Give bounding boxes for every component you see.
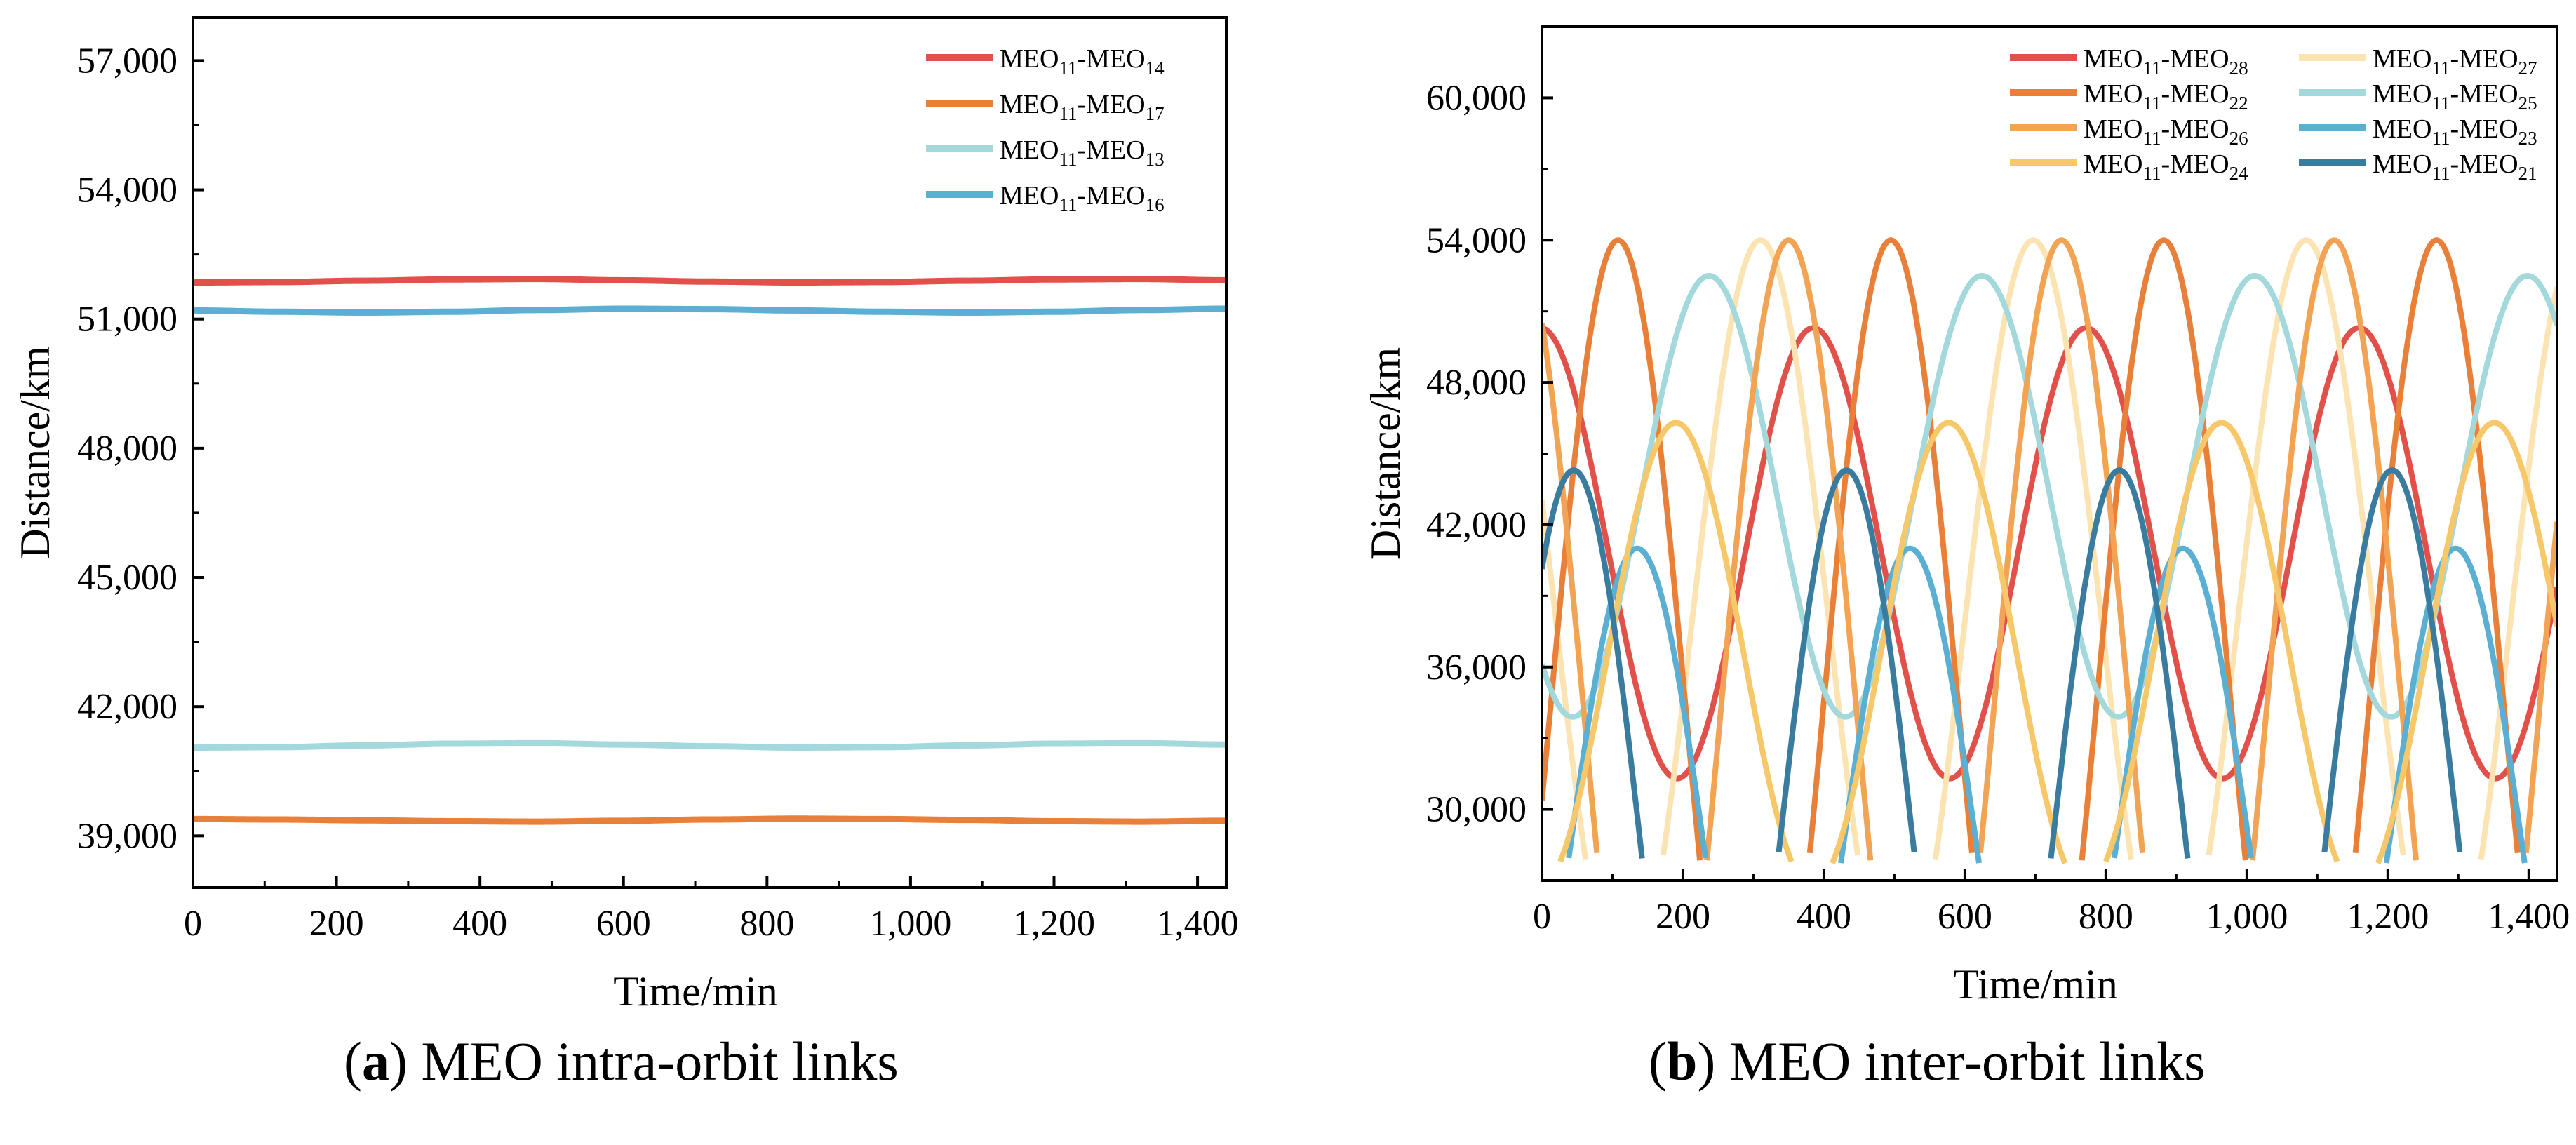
x-tick-label: 1,200 [2347, 897, 2429, 937]
caption-a-letter: a [361, 1031, 389, 1092]
y-axis-label: Distance/km [12, 346, 58, 558]
legend-label: MEO11-MEO14 [1000, 44, 1165, 79]
y-tick-label: 48,000 [1426, 363, 1527, 403]
y-tick-label: 54,000 [77, 170, 177, 210]
y-tick-label: 51,000 [77, 300, 177, 340]
caption-b: (b) MEO inter-orbit links [1649, 1031, 2206, 1092]
y-tick-label: 42,000 [77, 687, 177, 727]
plot-frame [192, 16, 1228, 889]
x-tick-label: 1,400 [1157, 904, 1239, 944]
x-tick-label: 200 [309, 904, 364, 944]
y-tick-label: 45,000 [77, 558, 177, 598]
x-tick-label: 800 [739, 904, 794, 944]
chart-panel-a: 0 200 400 600 800 1,000 1,200 1,400 39,000 42,000… [12, 16, 1239, 1015]
y-axis-label: Distance/km [1362, 347, 1409, 560]
series-line-MEO11-MEO16 [193, 305, 1226, 316]
y-tick-label: 48,000 [77, 429, 177, 469]
x-tick-label: 1,400 [2488, 897, 2570, 937]
series-line-MEO11-MEO24 [1557, 420, 2557, 864]
series-line-MEO11-MEO25 [1542, 273, 2557, 720]
x-tick-label: 1,000 [869, 904, 951, 944]
x-tick-label: 400 [452, 904, 507, 944]
caption-a: (a) MEO intra-orbit links [344, 1031, 899, 1092]
legend-label: MEO11-MEO16 [1000, 181, 1165, 215]
x-tick-label: 1,200 [1013, 904, 1095, 944]
x-tick-label: 0 [1533, 897, 1551, 937]
legend: MEO11-MEO14 MEO11-MEO17 MEO11-MEO13 MEO11-M… [926, 44, 1165, 215]
x-axis: 0 200 400 600 800 1,000 1,200 1,400 [1533, 869, 2570, 937]
series-lines [1542, 237, 2557, 864]
legend-label: MEO11-MEO24 [2084, 149, 2248, 184]
y-tick-label: 42,000 [1426, 505, 1527, 545]
y-tick-label: 57,000 [77, 41, 177, 81]
legend-label: MEO11-MEO21 [2373, 149, 2537, 184]
legend-label: MEO11-MEO13 [1000, 135, 1165, 170]
x-tick-label: 800 [2079, 897, 2133, 937]
caption-a-text: MEO intra-orbit links [407, 1031, 899, 1092]
x-tick-label: 600 [596, 904, 651, 944]
series-line-MEO11-MEO17 [193, 815, 1226, 825]
legend-label: MEO11-MEO26 [2084, 114, 2248, 149]
x-tick-label: 1,000 [2206, 897, 2288, 937]
x-tick-label: 200 [1656, 897, 1710, 937]
caption-b-text: MEO inter-orbit links [1715, 1031, 2206, 1092]
series-line-MEO11-MEO27 [1542, 237, 2557, 861]
y-tick-label: 30,000 [1426, 790, 1527, 830]
x-axis-label: Time/min [613, 968, 778, 1015]
x-axis: 0 200 400 600 800 1,000 1,200 1,400 [184, 876, 1239, 944]
series-line-MEO11-MEO26 [1542, 237, 2557, 861]
series-line-MEO11-MEO23 [1566, 545, 2528, 864]
series-line-MEO11-MEO21 [1542, 467, 2463, 859]
legend-label: MEO11-MEO25 [2373, 79, 2537, 114]
legend-label: MEO11-MEO23 [2373, 114, 2537, 149]
y-axis: 30,000 36,000 42,000 48,000 54,000 60,000 [1426, 78, 1553, 830]
chart-panel-b: 0 200 400 600 800 1,000 1,200 1,400 30,000 36,000… [1362, 25, 2570, 1007]
x-tick-label: 600 [1938, 897, 1992, 937]
y-axis: 39,000 42,000 45,000 48,000 51,000 54,000 57,0… [77, 41, 204, 856]
legend-label: MEO11-MEO22 [2084, 79, 2248, 114]
series-line-MEO11-MEO14 [193, 276, 1226, 286]
caption-b-letter: b [1666, 1031, 1698, 1092]
x-axis-label: Time/min [1953, 961, 2118, 1007]
series-line-MEO11-MEO28 [1542, 325, 2557, 782]
y-tick-label: 39,000 [77, 816, 177, 856]
legend-label: MEO11-MEO27 [2373, 44, 2537, 79]
y-tick-label: 54,000 [1426, 220, 1527, 260]
x-tick-label: 0 [184, 904, 202, 944]
series-line-MEO11-MEO13 [193, 739, 1226, 751]
x-tick-label: 400 [1797, 897, 1851, 937]
legend-label: MEO11-MEO28 [2084, 44, 2248, 79]
legend-label: MEO11-MEO17 [1000, 90, 1165, 124]
series-lines [193, 276, 1226, 825]
series-line-MEO11-MEO22 [1542, 237, 2521, 861]
y-tick-label: 60,000 [1426, 78, 1527, 118]
y-tick-label: 36,000 [1426, 648, 1527, 688]
